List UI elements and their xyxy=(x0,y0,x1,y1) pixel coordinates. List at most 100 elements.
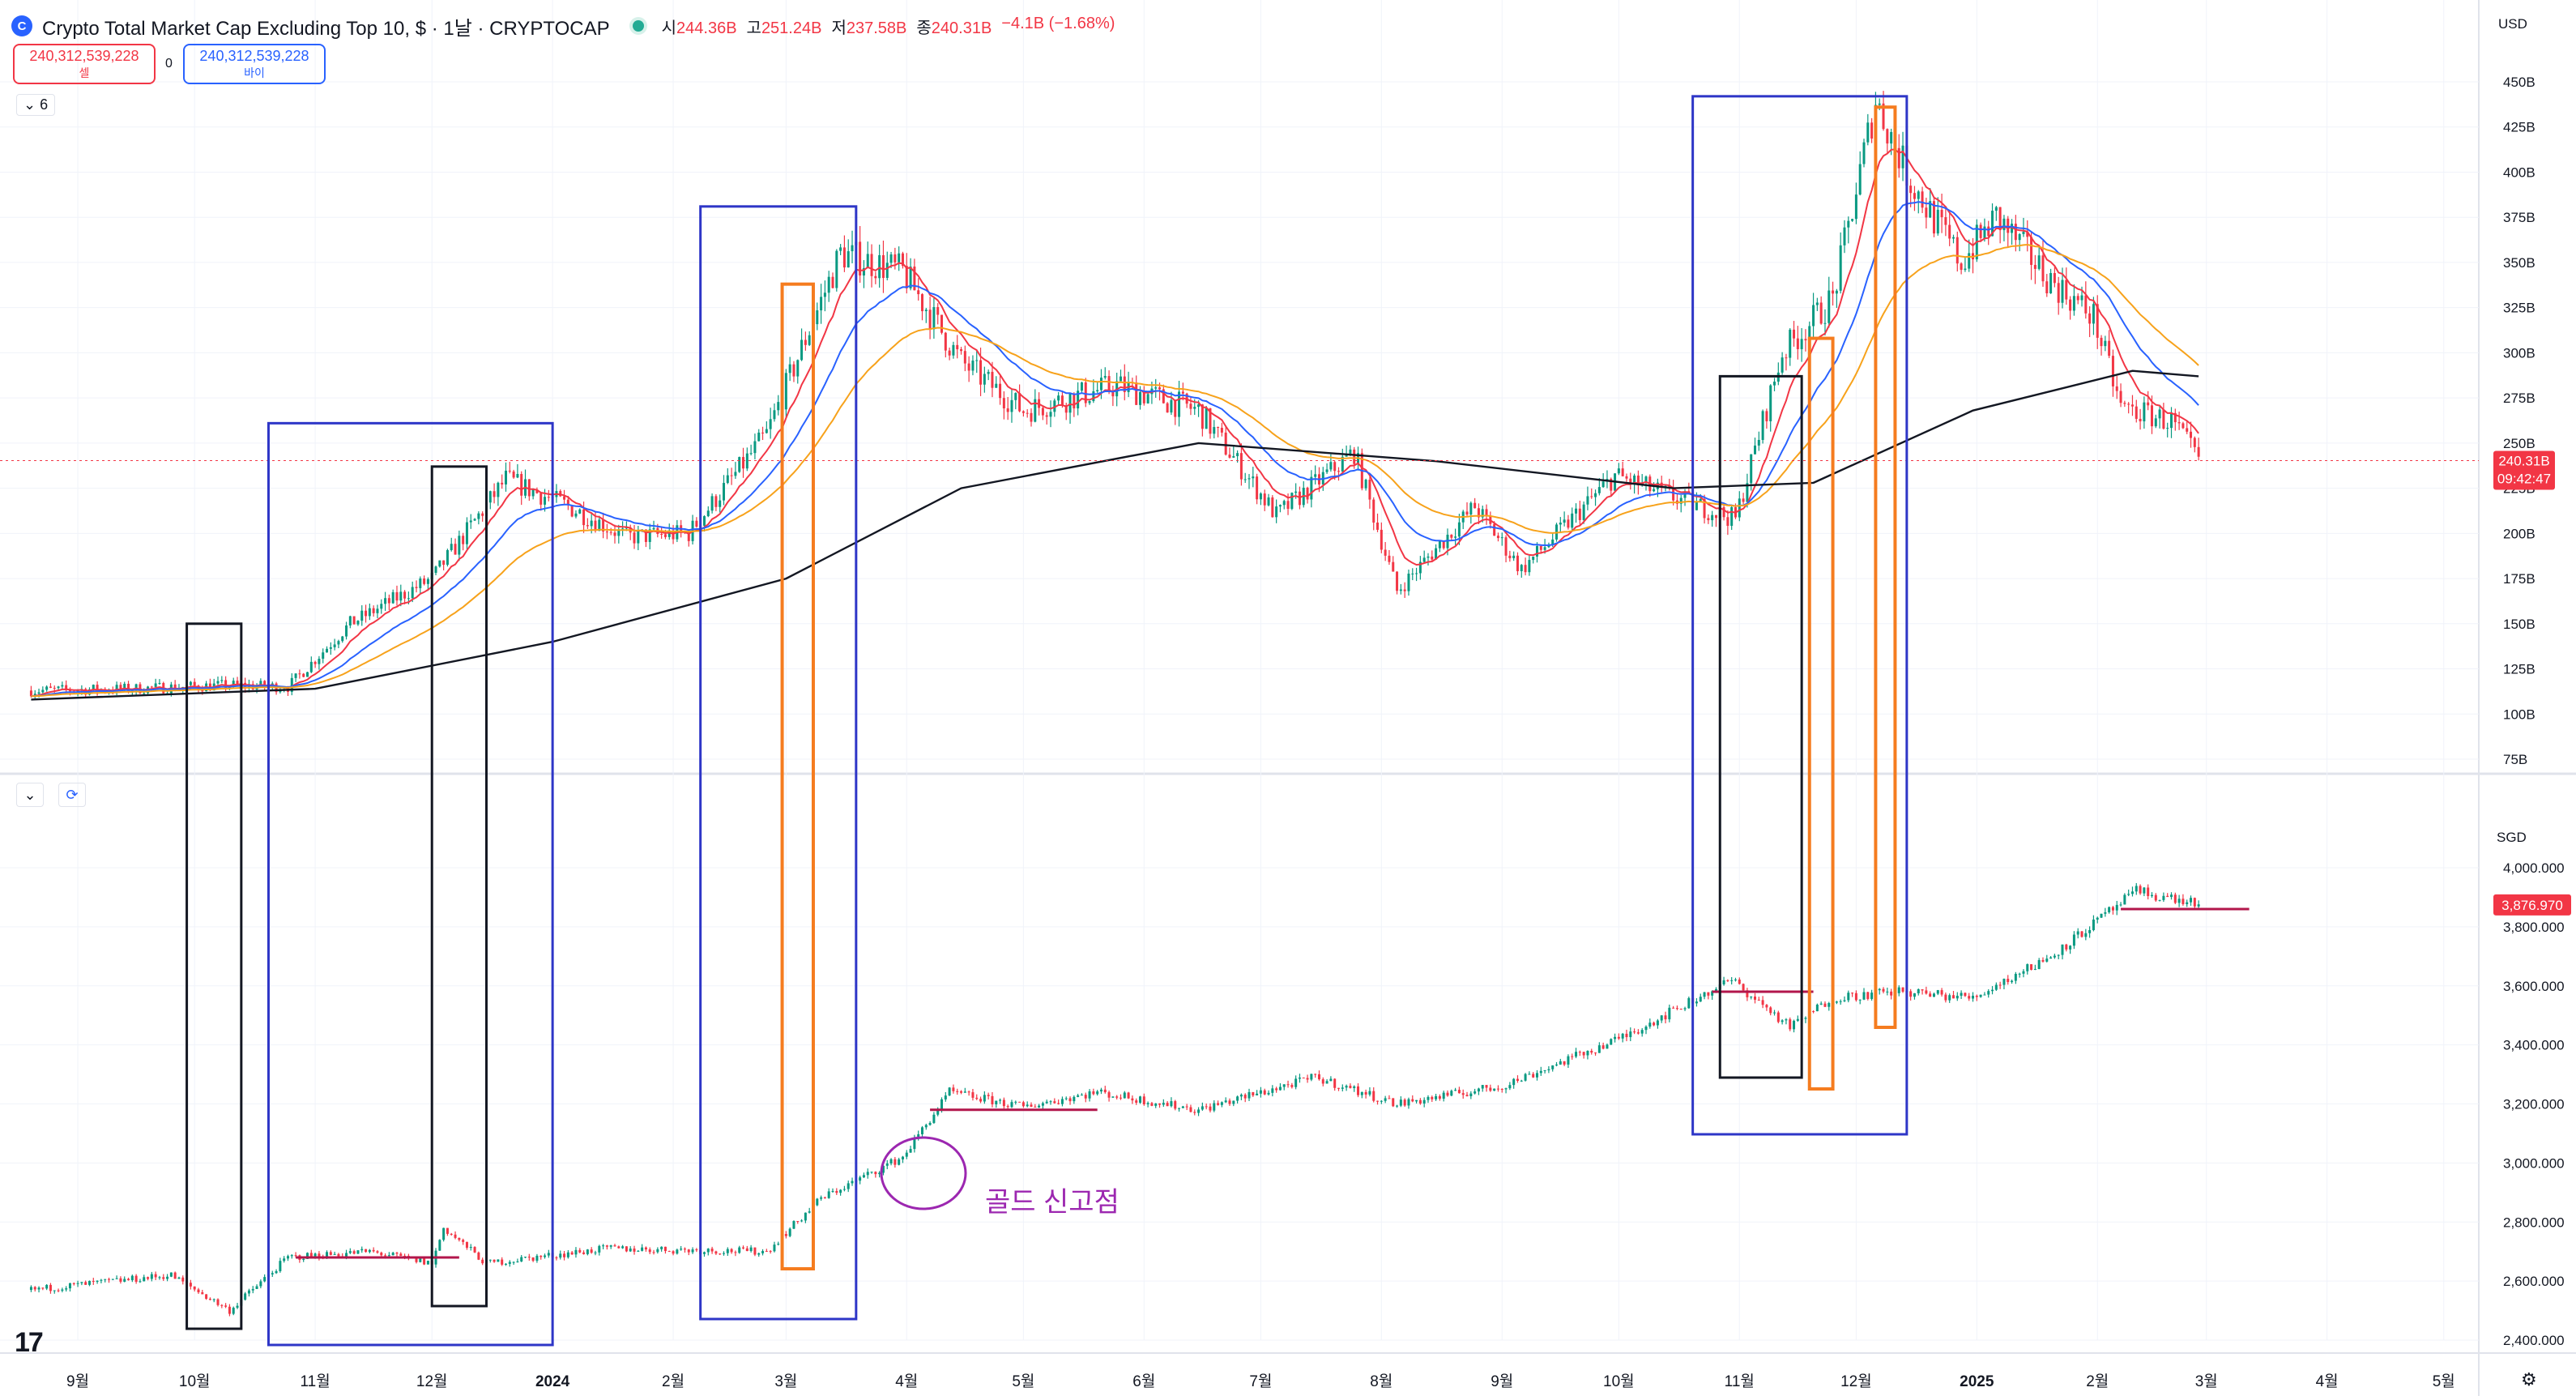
market-cap-candle xyxy=(1396,571,1399,591)
gold-candle xyxy=(247,1290,250,1294)
gold-candle xyxy=(2072,934,2075,946)
highlight-box[interactable] xyxy=(1874,105,1897,1029)
market-cap-candle xyxy=(971,361,975,371)
gold-candle xyxy=(773,1244,776,1252)
market-cap-candle xyxy=(411,587,414,599)
market-cap-candle xyxy=(808,335,811,345)
gold-candle xyxy=(1364,1091,1367,1095)
gold-candle xyxy=(574,1249,578,1255)
gold-candle xyxy=(1123,1092,1126,1099)
gold-candle xyxy=(92,1280,95,1282)
currency-label-top[interactable]: USD xyxy=(2498,16,2527,32)
refresh-icon[interactable]: ⟳ xyxy=(58,783,86,807)
market-cap-candle xyxy=(1932,201,1935,234)
gold-candle xyxy=(399,1253,403,1256)
gold-candle xyxy=(1897,987,1900,993)
gold-candle xyxy=(1512,1078,1516,1086)
highlight-box[interactable] xyxy=(1718,374,1803,1079)
gold-candle xyxy=(1396,1105,1399,1107)
market-cap-candle xyxy=(1392,561,1395,572)
gold-candle xyxy=(2143,887,2146,894)
highlight-box[interactable] xyxy=(699,205,858,1321)
countdown-label: 09:42:47 xyxy=(2497,471,2551,486)
gold-candle xyxy=(1465,1095,1469,1097)
indicator-toggle-button[interactable]: ⌄ 6 xyxy=(16,94,56,116)
market-cap-candle xyxy=(1073,393,1076,409)
highlight-box[interactable] xyxy=(267,421,554,1347)
gold-high-circle[interactable] xyxy=(880,1136,967,1210)
market-cap-candle xyxy=(663,534,667,537)
gold-candle xyxy=(1913,993,1916,997)
gold-candle xyxy=(1263,1090,1266,1095)
highlight-box[interactable] xyxy=(1691,95,1909,1136)
market-cap-candle xyxy=(2088,313,2092,324)
gold-candle xyxy=(652,1252,655,1253)
gold-candle xyxy=(1431,1096,1434,1099)
sell-button[interactable]: 240,312,539,228 셀 xyxy=(13,44,156,84)
market-cap-candle xyxy=(438,560,441,567)
market-cap-candle xyxy=(1469,502,1473,515)
gold-candle xyxy=(271,1273,274,1274)
gold-candle xyxy=(1929,993,1932,997)
gold-candle xyxy=(1948,995,1951,1001)
gold-candle xyxy=(450,1233,453,1235)
moving-average-line xyxy=(31,148,2199,698)
market-cap-candle xyxy=(1388,555,1391,562)
gold-candle xyxy=(1154,1103,1158,1106)
gold-candle xyxy=(29,1287,32,1291)
market-cap-candle xyxy=(1909,186,1913,194)
market-cap-candle xyxy=(1080,382,1083,391)
chevron-down-icon[interactable]: ⌄ xyxy=(16,783,44,807)
market-cap-candle xyxy=(866,254,869,268)
market-cap-candle xyxy=(488,491,492,503)
gold-candle xyxy=(224,1305,228,1307)
gold-candle xyxy=(65,1288,68,1290)
y-tick-label: 175B xyxy=(2503,571,2535,587)
gold-candle xyxy=(2022,971,2025,974)
gold-candle xyxy=(540,1255,543,1257)
market-cap-candle xyxy=(493,491,496,497)
highlight-box[interactable] xyxy=(430,465,488,1308)
market-cap-candle xyxy=(566,499,569,506)
market-cap-candle xyxy=(1158,387,1162,390)
market-cap-candle xyxy=(345,625,348,637)
symbol-title[interactable]: Crypto Total Market Cap Excluding Top 10… xyxy=(42,17,610,40)
gear-icon[interactable]: ⚙ xyxy=(2521,1369,2537,1390)
gold-candle xyxy=(1610,1039,1613,1045)
market-cap-candle xyxy=(1983,226,1986,238)
gold-candle xyxy=(2076,931,2079,935)
market-cap-candle xyxy=(784,373,787,410)
market-cap-candle xyxy=(224,680,228,689)
x-tick-label: 9월 xyxy=(66,1373,89,1390)
market-cap-candle xyxy=(1925,207,1928,218)
market-cap-candle xyxy=(1286,501,1290,510)
gold-candle xyxy=(1213,1103,1216,1111)
market-cap-candle xyxy=(1625,476,1628,479)
market-cap-candle xyxy=(2069,299,2072,311)
gold-candle xyxy=(318,1253,321,1258)
buy-button[interactable]: 240,312,539,228 바이 xyxy=(183,44,326,84)
market-cap-candle xyxy=(2162,409,2165,429)
gold-candle xyxy=(1601,1045,1605,1049)
market-cap-candle xyxy=(878,254,881,279)
gold-candle xyxy=(1329,1078,1333,1082)
highlight-box[interactable] xyxy=(1807,336,1835,1091)
gold-candle xyxy=(702,1252,706,1254)
gold-candle xyxy=(952,1087,955,1091)
market-cap-candle xyxy=(905,266,908,288)
gold-candle xyxy=(1178,1108,1181,1109)
tradingview-logo-icon[interactable]: 17 xyxy=(15,1327,44,1358)
gold-candle xyxy=(1559,1061,1562,1065)
gold-candle xyxy=(1232,1100,1235,1104)
y-tick-label: 250B xyxy=(2503,436,2535,451)
currency-label-bottom[interactable]: SGD xyxy=(2497,830,2527,845)
highlight-box[interactable] xyxy=(780,282,815,1271)
gold-candle xyxy=(1256,1093,1259,1096)
highlight-box[interactable] xyxy=(186,622,243,1330)
gold-candle xyxy=(1785,1019,1788,1021)
gold-candle xyxy=(1606,1044,1609,1049)
market-cap-candle xyxy=(963,351,966,364)
market-cap-candle xyxy=(753,441,757,454)
market-cap-candle xyxy=(450,544,453,550)
